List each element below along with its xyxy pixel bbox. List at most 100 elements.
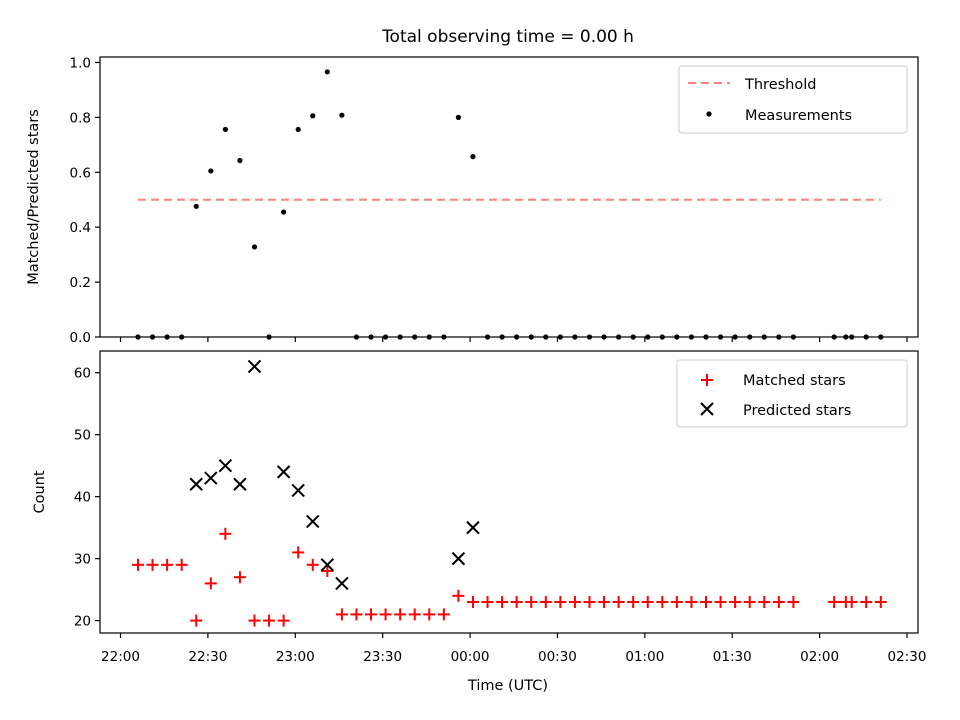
bottom-plot-frame [99,350,919,634]
predicted-star-point [276,465,291,479]
legend-measurements-label: Measurements [745,108,852,124]
bottom-legend: Matched stars Predicted stars [676,359,908,428]
bottom-y-tick-label: 50 [74,428,91,444]
matched-star-point [758,596,771,609]
top-panel: 0.0 0.2 0.4 0.6 0.8 1.0 Matched/Predicted sta… [26,55,919,346]
predicted-star-point [335,576,349,591]
matched-star-point [161,558,174,571]
top-y-tick-label: 0.4 [70,220,91,236]
matched-star-point [481,596,494,609]
matched-star-point [496,596,509,609]
matched-star-point [828,596,841,609]
bottom-y-tick-label: 20 [74,614,91,630]
bottom-x-tick-label: 02:00 [800,649,839,665]
predicted-star-point [218,458,233,473]
legend-matched-label: Matched stars [743,373,846,389]
legend-predicted-label: Predicted stars [743,403,851,419]
matched-star-point [365,608,378,621]
matched-star-point [466,596,479,609]
measurement-point [310,113,316,119]
predicted-star-point [247,359,262,374]
bottom-x-tick-label: 22:00 [101,649,140,665]
x-axis-title: Time (UTC) [467,678,548,694]
predicted-star-point [233,477,247,491]
bottom-x-tick-label: 01:00 [625,649,664,665]
matched-star-point [437,608,450,621]
matched-star-point [554,596,567,609]
matched-star-point [860,596,873,609]
matched-star-point [306,558,319,571]
matched-star-point [685,596,698,609]
measurement-point [324,69,330,75]
matched-star-point [598,596,611,609]
top-y-tick-label: 1.0 [70,55,91,71]
top-legend-box [678,65,908,134]
matched-star-point [772,596,785,609]
legend-threshold-label: Threshold [744,77,816,93]
predicted-star-point [306,514,320,529]
matched-star-point [131,558,144,571]
matched-star-point [175,558,188,571]
top-x-axis [119,337,908,342]
top-y-tick-label: 0.8 [70,110,91,126]
matched-star-point [568,596,581,609]
matched-star-point [408,608,421,621]
top-plot-frame [99,56,919,338]
matched-star-point [714,596,727,609]
bottom-x-tick-label: 00:30 [538,649,577,665]
matched-star-point [394,608,407,621]
legend-matched-swatch [701,374,713,386]
matched-star-point [379,608,392,621]
measurement-point [193,203,199,209]
bottom-x-tick-label: 02:30 [888,649,927,665]
predicted-star-point [466,520,480,535]
matched-star-point [190,614,203,627]
matched-star-point [845,596,858,609]
matched-star-point [321,565,334,578]
matched-star-point [292,546,305,559]
matched-star-point [641,596,654,609]
top-y-axis-title: Matched/Predicted stars [26,109,42,285]
bottom-x-tick-label: 01:30 [713,649,752,665]
matched-star-point [525,596,538,609]
matched-star-point [452,589,465,602]
bottom-y-axis: 20 30 40 50 60 [74,366,100,630]
matched-star-point [670,596,683,609]
matched-star-point [612,596,625,609]
predicted-star-point [451,551,466,566]
chart-title: Total observing time = 0.00 h [381,27,634,47]
matched-star-point [233,571,246,584]
matched-star-point [277,614,290,627]
predicted-star-point [291,483,305,498]
predicted-star-point [320,558,335,572]
predicted-star-points [189,359,480,591]
matched-star-point [335,608,348,621]
matched-star-point [263,614,276,627]
matched-star-point [743,596,756,609]
measurement-point [222,126,228,133]
matched-star-points [131,527,887,627]
matched-star-point [874,596,887,609]
matched-star-point [627,596,640,609]
bottom-x-tick-label: 23:00 [276,649,315,665]
matched-star-point [539,596,552,609]
bottom-x-axis: 22:00 22:30 23:00 23:30 00:00 00:30 01:00 01:30… [101,633,926,665]
measurement-point [237,157,243,164]
bottom-x-tick-label: 00:00 [451,649,490,665]
predicted-star-point [204,471,218,485]
bottom-panel: 20 30 40 50 60 22:00 22:30 23:00 23:30 00:00 00:3… [32,350,926,694]
matched-star-point [248,614,261,627]
measurement-point [295,126,301,133]
matched-star-point [219,527,232,540]
matched-star-point [656,596,669,609]
measurement-point [339,112,345,118]
matched-star-point [423,608,436,621]
top-y-tick-label: 0.0 [70,330,91,346]
measurement-point [281,209,287,215]
matched-star-point [350,608,363,621]
predicted-star-point [189,477,203,491]
top-y-tick-label: 0.6 [70,165,91,181]
measurement-point [208,168,214,174]
matched-star-point [729,596,742,609]
